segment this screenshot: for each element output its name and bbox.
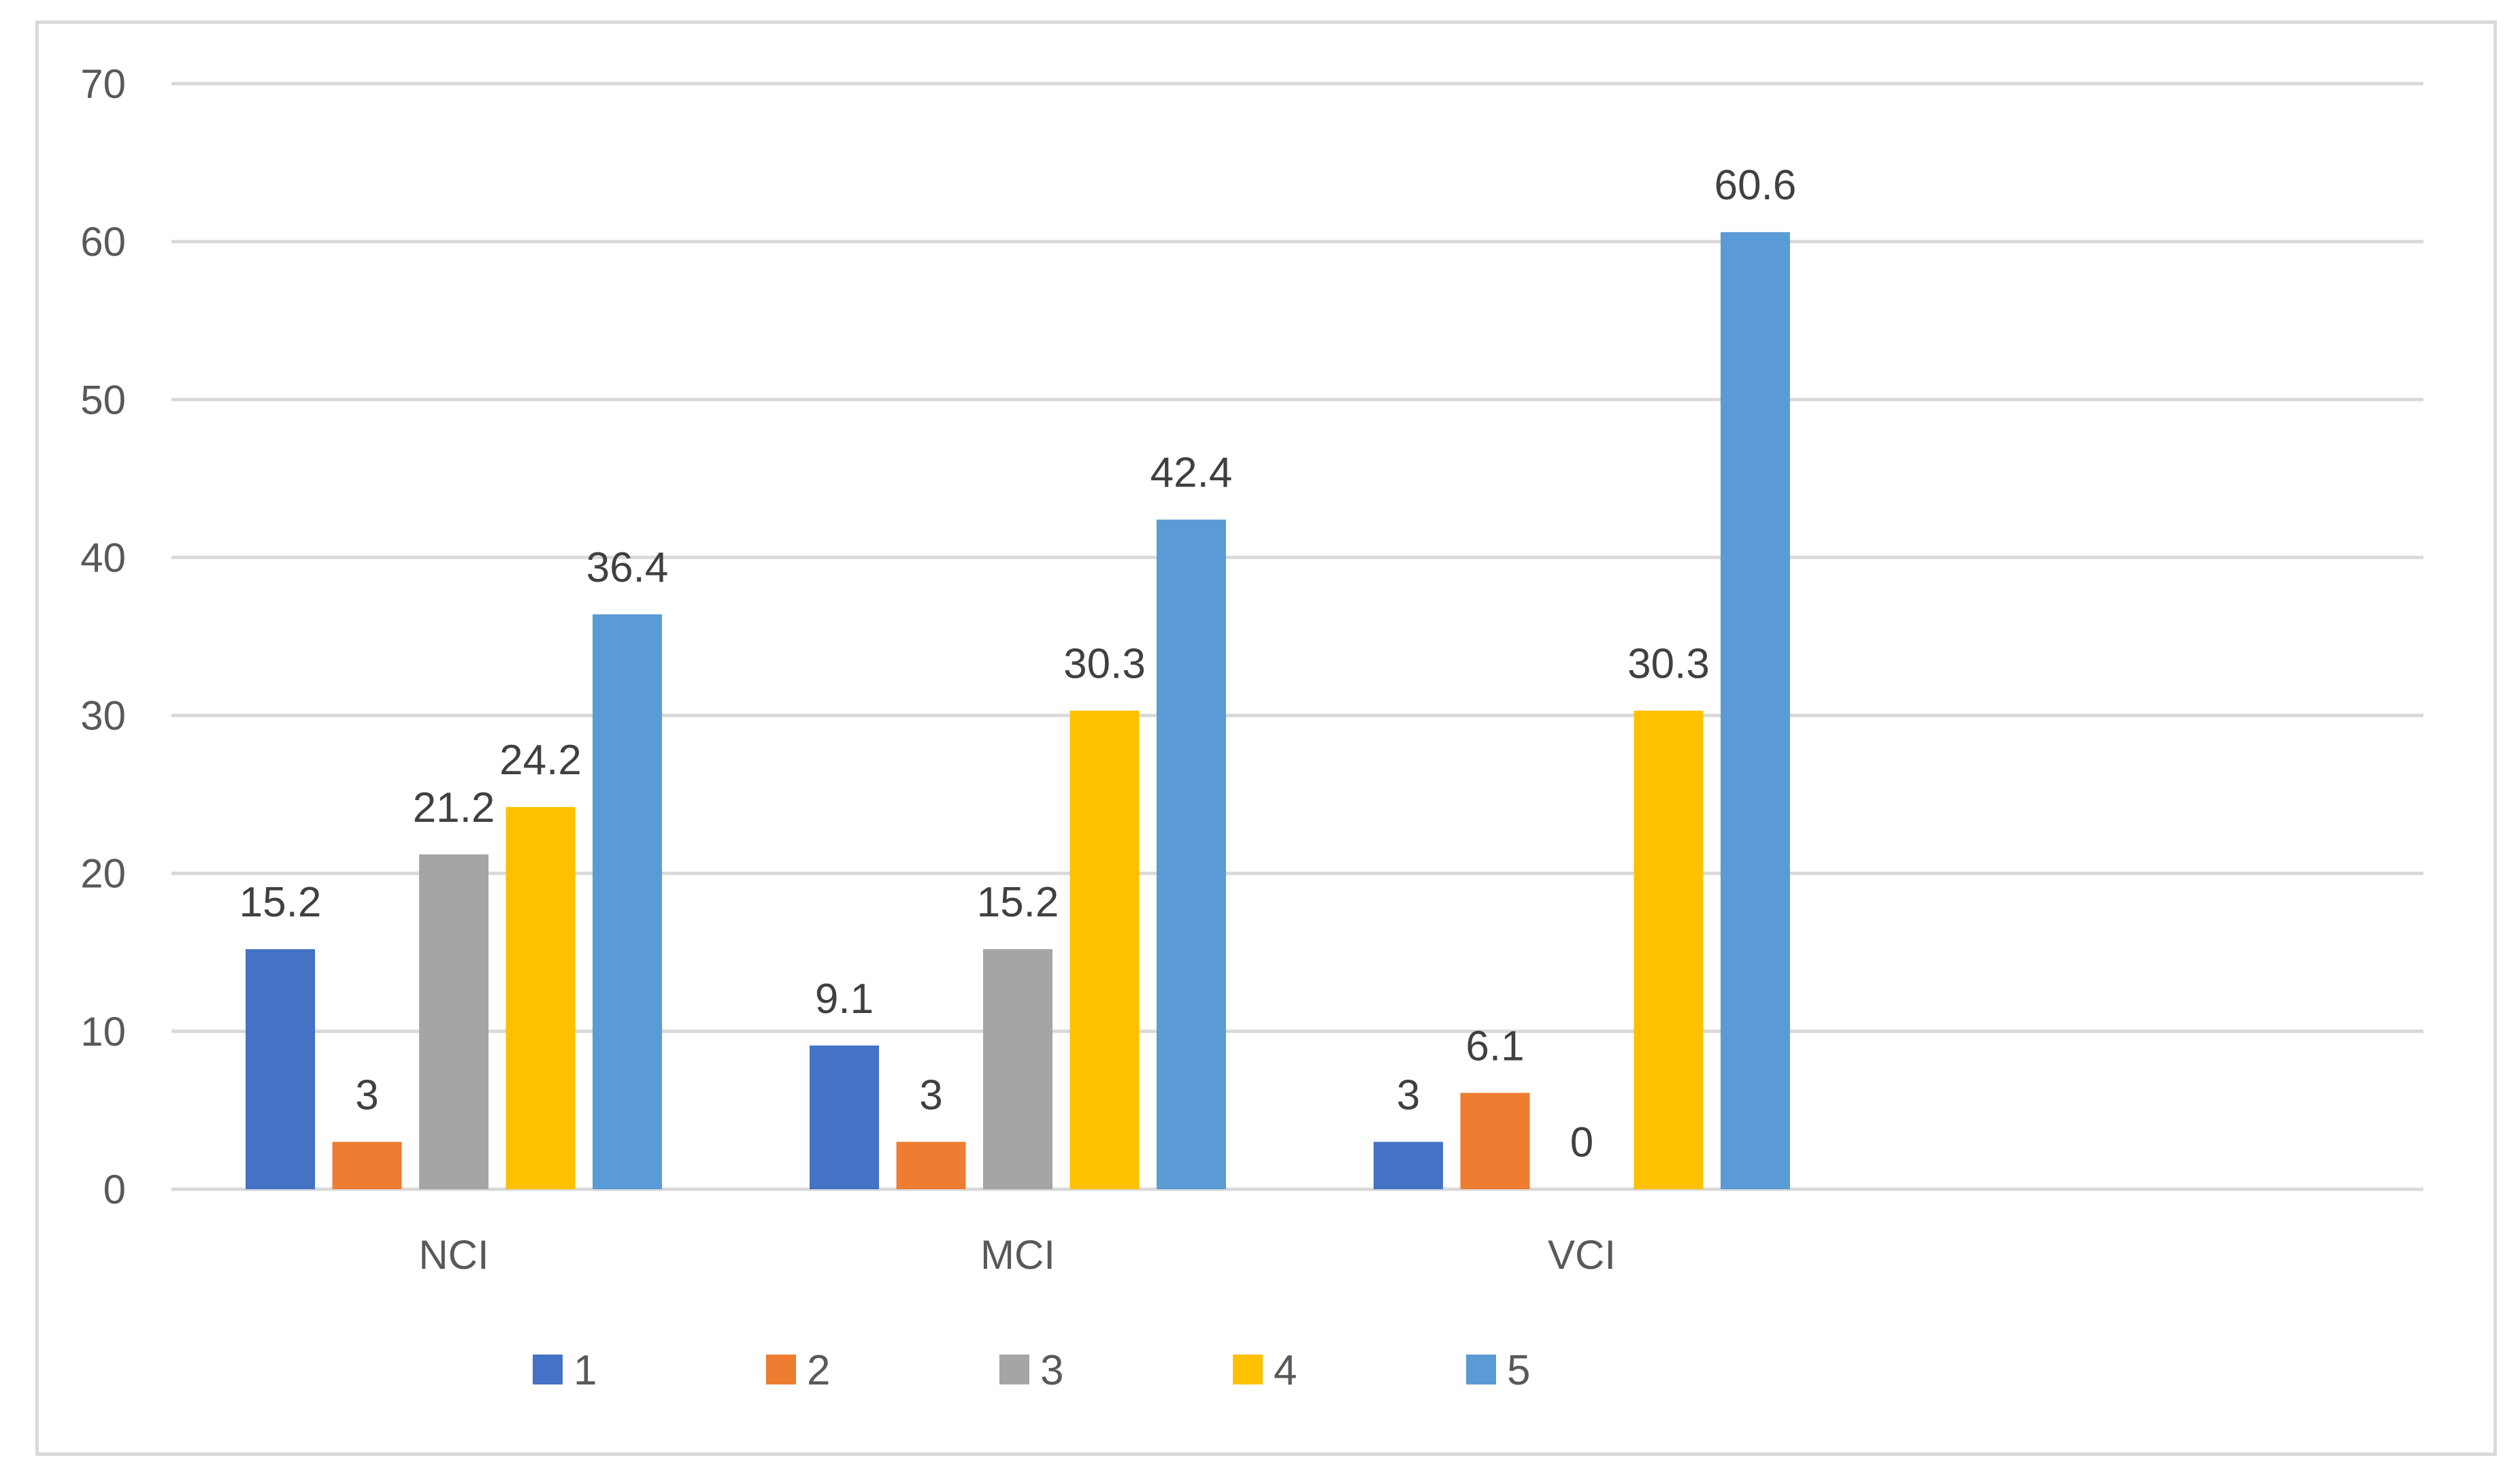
category-label: MCI	[980, 1232, 1055, 1278]
bar	[593, 614, 662, 1189]
legend-swatch	[533, 1355, 563, 1384]
bar	[896, 1142, 966, 1189]
data-label: 42.4	[1150, 450, 1233, 497]
category-labels: NCI MCI VCI	[418, 1232, 1616, 1278]
data-label: 9.1	[815, 976, 874, 1023]
legend-label: 5	[1507, 1347, 1530, 1394]
y-tick-label: 10	[80, 1009, 126, 1055]
bar	[1374, 1142, 1443, 1189]
data-label: 3	[919, 1072, 942, 1118]
data-label: 21.2	[413, 784, 495, 831]
y-tick-label: 40	[80, 535, 126, 580]
y-tick-label: 30	[80, 693, 126, 739]
data-label: 30.3	[1063, 641, 1146, 688]
data-label: 36.4	[586, 544, 669, 591]
bar	[1721, 232, 1790, 1189]
legend-label: 3	[1040, 1347, 1063, 1394]
bars	[246, 232, 1790, 1189]
data-label: 60.6	[1714, 162, 1797, 209]
bar	[810, 1045, 879, 1189]
legend-swatch	[1466, 1355, 1496, 1384]
y-tick-label: 70	[80, 61, 126, 107]
y-axis-labels: 0 10 20 30 40 50 60 70	[80, 61, 126, 1212]
bar	[332, 1142, 402, 1189]
category-label: VCI	[1548, 1232, 1616, 1278]
data-label: 15.2	[977, 879, 1059, 926]
data-label: 0	[1570, 1119, 1593, 1166]
data-labels: 15.2 3 21.224.2 36.4 9.1 3 15.2 30.3 42.4 3 6.1 0 30…	[239, 162, 1797, 1166]
bar	[419, 854, 488, 1189]
legend: 1 2 3 4 5	[533, 1347, 1530, 1394]
bar	[1157, 519, 1226, 1189]
data-label: 15.2	[239, 879, 322, 926]
legend-swatch	[766, 1355, 796, 1384]
chart-frame	[35, 20, 2497, 1456]
legend-label: 1	[574, 1347, 597, 1394]
legend-swatch	[999, 1355, 1029, 1384]
y-tick-label: 20	[80, 851, 126, 897]
legend-label: 4	[1274, 1347, 1297, 1394]
data-label: 24.2	[499, 737, 582, 784]
data-label: 3	[355, 1072, 378, 1118]
y-tick-label: 50	[80, 377, 126, 422]
bar	[505, 807, 576, 1189]
bar	[983, 949, 1052, 1189]
data-label: 6.1	[1465, 1023, 1524, 1069]
category-label: NCI	[418, 1232, 488, 1278]
bar	[1460, 1093, 1530, 1189]
bar	[246, 949, 315, 1189]
bar	[1070, 710, 1140, 1189]
legend-label: 2	[807, 1347, 830, 1394]
legend-swatch	[1233, 1355, 1263, 1384]
data-label: 30.3	[1627, 641, 1710, 688]
y-tick-label: 0	[103, 1167, 126, 1212]
data-label: 3	[1397, 1072, 1420, 1118]
bar	[1634, 710, 1704, 1189]
y-tick-label: 60	[80, 219, 126, 265]
